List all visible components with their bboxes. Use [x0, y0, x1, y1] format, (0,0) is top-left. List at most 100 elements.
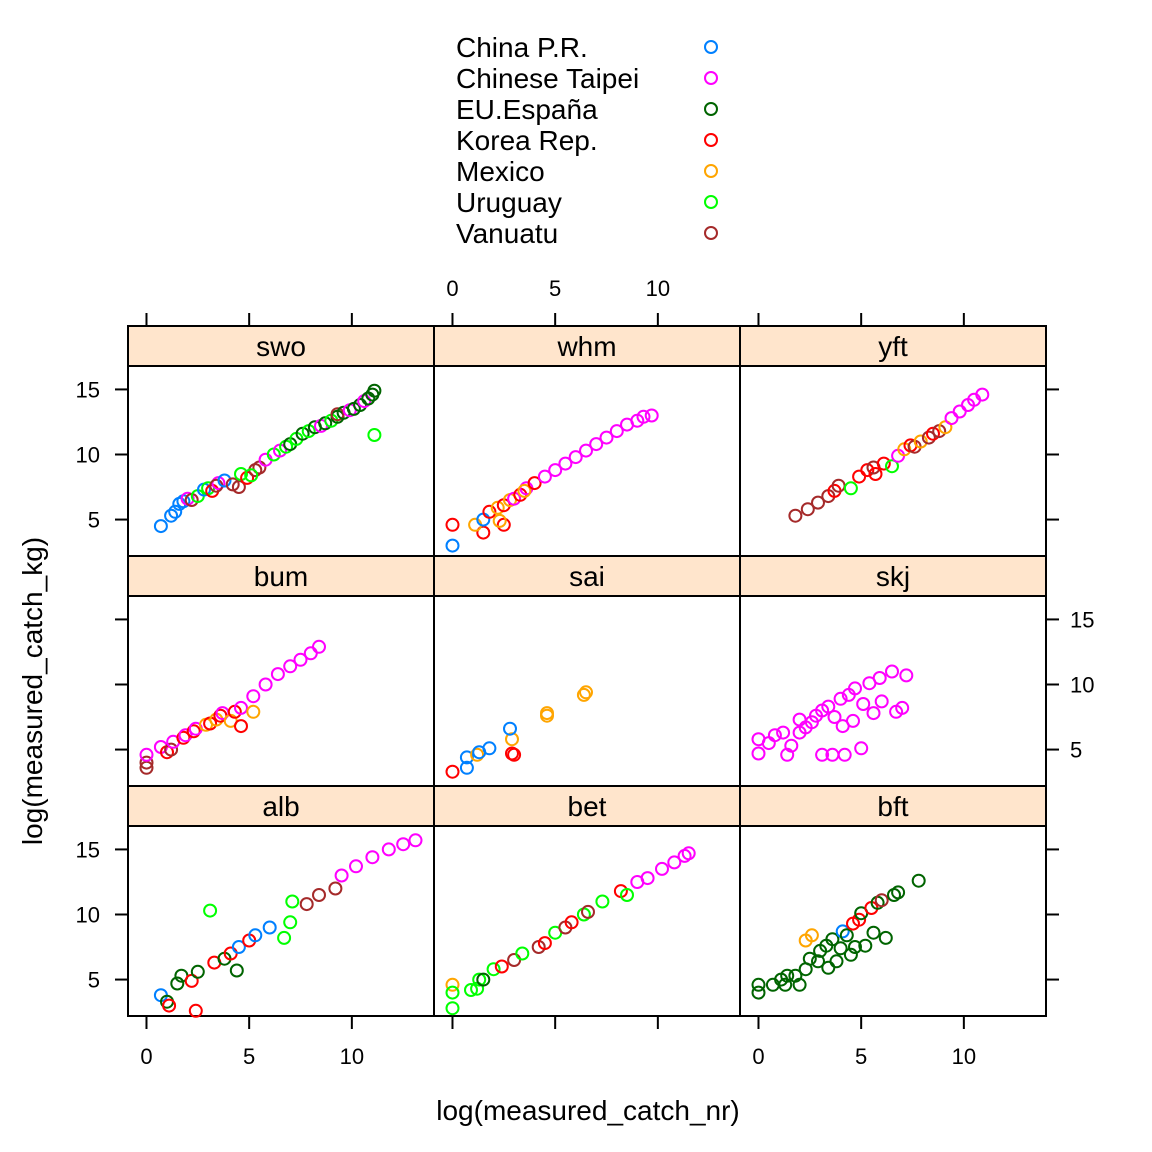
data-point	[874, 694, 889, 709]
panel-grid: swo whm yft bum sai skj alb bet bft	[127, 325, 1047, 1018]
data-point	[365, 850, 380, 865]
data-point	[926, 426, 940, 441]
data-point	[856, 697, 871, 711]
data-point	[667, 855, 682, 870]
data-point	[246, 704, 261, 719]
data-point	[472, 972, 487, 987]
data-point	[921, 430, 936, 445]
y-tick-label: 15	[76, 377, 100, 402]
strip-background	[433, 785, 741, 827]
x-tick-label: 10	[646, 276, 670, 301]
legend-label: Mexico	[456, 156, 545, 187]
data-point	[778, 977, 793, 992]
data-point	[815, 747, 830, 762]
data-point	[507, 747, 522, 762]
panel-strip-label: skj	[876, 561, 910, 592]
data-point	[837, 747, 852, 762]
data-point	[811, 954, 825, 969]
x-tick-label: 5	[549, 276, 561, 301]
data-point	[225, 477, 240, 492]
legend-label: EU.España	[456, 94, 598, 125]
data-point	[445, 517, 460, 532]
data-point	[445, 977, 460, 992]
data-point	[821, 699, 836, 714]
panel-alb: alb	[127, 785, 435, 1018]
data-point	[503, 721, 517, 736]
x-tick-label: 10	[952, 1044, 976, 1069]
data-point	[780, 747, 795, 762]
data-point	[445, 764, 460, 779]
data-point	[203, 903, 218, 918]
data-point	[751, 985, 766, 1000]
panel-bft: bft	[739, 785, 1047, 1017]
data-point	[620, 888, 634, 902]
data-point	[486, 962, 501, 977]
data-point	[515, 946, 530, 961]
legend-marker	[704, 102, 718, 116]
data-point	[476, 972, 491, 987]
data-point	[866, 925, 881, 940]
y-tick-label: 15	[76, 837, 100, 862]
data-point	[804, 928, 819, 943]
x-tick-label: 0	[446, 276, 458, 301]
panel-bet: bet	[433, 785, 741, 1017]
data-point	[913, 434, 928, 449]
data-point	[299, 897, 314, 912]
data-point	[975, 387, 990, 402]
x-tick-label: 10	[340, 1044, 364, 1069]
data-point	[277, 930, 292, 945]
panel-strip-label: bet	[568, 791, 607, 822]
panel-strip-label: bum	[254, 561, 308, 592]
panel-frame	[127, 365, 435, 557]
data-point	[640, 871, 655, 886]
data-point	[866, 706, 881, 721]
data-point	[312, 888, 326, 902]
data-point	[802, 951, 817, 966]
data-point	[445, 1001, 460, 1016]
data-point	[168, 504, 183, 519]
data-point	[293, 652, 308, 667]
data-point	[833, 941, 848, 956]
data-point	[829, 954, 844, 969]
data-point	[190, 964, 205, 979]
data-point	[792, 977, 807, 992]
data-point	[328, 881, 343, 896]
data-point	[445, 538, 460, 553]
strip-background	[127, 555, 435, 597]
strip-background	[127, 325, 435, 367]
legend-label: Chinese Taipei	[456, 63, 639, 94]
data-point	[540, 706, 554, 721]
data-point	[537, 936, 552, 951]
data-point	[548, 463, 563, 478]
y-tick-label: 10	[76, 442, 100, 467]
data-point	[408, 833, 423, 848]
data-point	[848, 681, 862, 696]
data-point	[537, 469, 552, 484]
data-point	[839, 928, 854, 943]
data-point	[891, 885, 906, 900]
data-point	[396, 837, 411, 852]
y-tick-label: 5	[1070, 738, 1082, 763]
panel-strip-label: sai	[569, 561, 605, 592]
data-point	[283, 915, 298, 930]
data-point	[579, 443, 593, 458]
legend-label: Vanuatu	[456, 218, 558, 249]
panel-frame	[127, 595, 435, 787]
data-point	[944, 411, 959, 426]
data-point	[303, 646, 318, 661]
data-point	[258, 677, 273, 692]
y-axis-label: log(measured_catch_kg)	[17, 537, 48, 845]
data-point	[188, 1003, 203, 1018]
strip-background	[433, 555, 741, 597]
data-point	[609, 424, 624, 439]
data-point	[833, 691, 848, 706]
panel-frame	[739, 595, 1047, 787]
legend-marker	[704, 40, 718, 54]
data-point	[885, 459, 899, 474]
data-point	[482, 504, 497, 519]
data-point	[843, 481, 858, 496]
panel-strip-label: bft	[877, 791, 908, 822]
panel-skj: skj	[739, 555, 1047, 787]
data-point	[576, 687, 591, 702]
